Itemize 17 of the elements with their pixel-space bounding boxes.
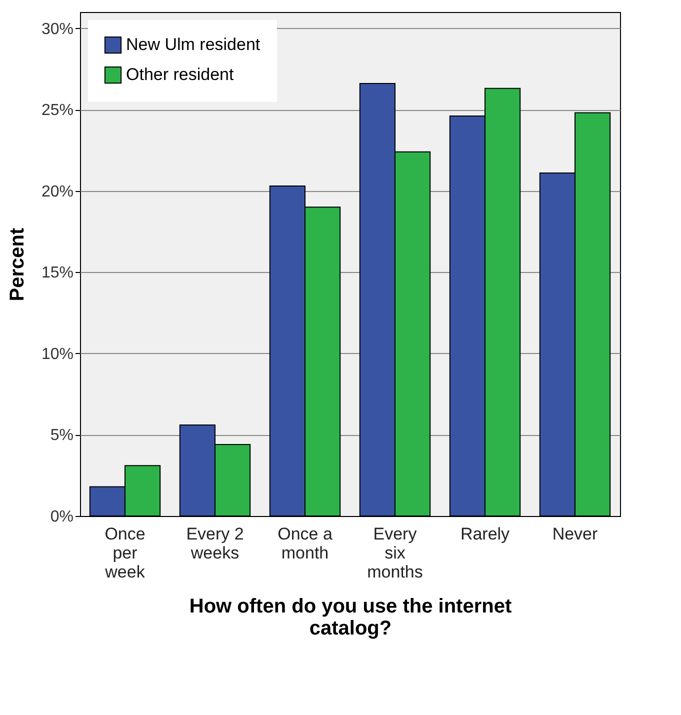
x-tick-label: Never xyxy=(552,524,598,544)
x-tick-label: Once per week xyxy=(104,524,146,582)
x-tick-label: Every 2 weeks xyxy=(186,524,244,562)
legend-label: Other resident xyxy=(126,65,234,84)
legend-label: New Ulm resident xyxy=(126,35,260,54)
y-axis-title: Percent xyxy=(6,227,28,302)
x-tick-label: Rarely xyxy=(460,524,510,544)
y-tick-label: 0% xyxy=(50,508,74,526)
x-axis-title: How often do you use the internet catalog? xyxy=(189,596,512,640)
y-tick-label: 5% xyxy=(50,427,74,444)
x-tick-label: Every six months xyxy=(367,524,423,582)
y-tick-label: 25% xyxy=(41,102,74,120)
y-tick-label: 30% xyxy=(41,20,74,38)
y-tick-label: 15% xyxy=(41,264,74,282)
y-tick-label: 20% xyxy=(41,183,74,200)
y-tick-label: 10% xyxy=(41,346,74,363)
x-tick-label: Once a month xyxy=(278,524,333,562)
